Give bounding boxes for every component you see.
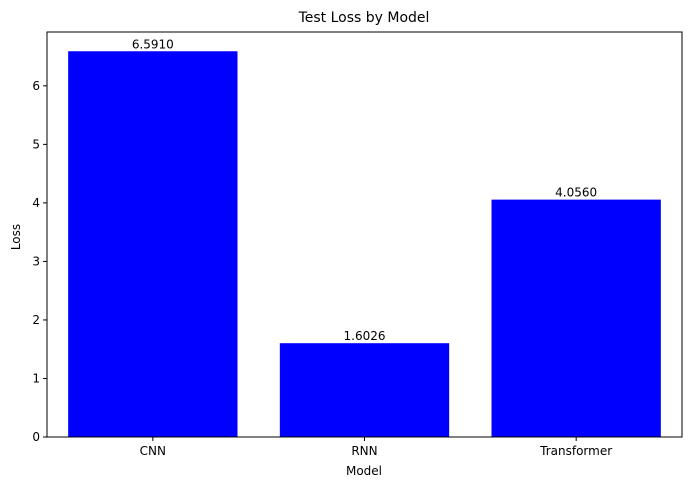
data-label-rnn: 1.6026 (344, 329, 386, 343)
plot-frame (46, 31, 683, 438)
data-label-transformer: 4.0560 (555, 186, 597, 200)
x-axis-label: Model (346, 464, 382, 478)
y-tick-label-5: 5 (32, 137, 40, 151)
x-tick-label-cnn: CNN (140, 444, 166, 458)
bar-transformer (491, 199, 661, 437)
bar-rnn (279, 343, 450, 437)
y-tick-label-1: 1 (32, 371, 40, 385)
y-tick-label-4: 4 (32, 196, 40, 210)
y-tick-label-3: 3 (32, 254, 40, 268)
y-tick-label-2: 2 (32, 313, 40, 327)
y-tick-label-0: 0 (32, 430, 40, 444)
y-tick-label-6: 6 (32, 79, 40, 93)
x-tick-label-rnn: RNN (351, 444, 377, 458)
bar-cnn (68, 51, 238, 437)
data-label-cnn: 6.5910 (132, 37, 174, 51)
chart-title: Test Loss by Model (298, 10, 430, 26)
plot-area: 6.5910 CNN 1.6026 RNN 4.0560 Transformer 0 1 2 3 4… (32, 31, 683, 458)
y-axis-label: Loss (9, 224, 23, 250)
x-tick-label-transformer: Transformer (539, 444, 612, 458)
